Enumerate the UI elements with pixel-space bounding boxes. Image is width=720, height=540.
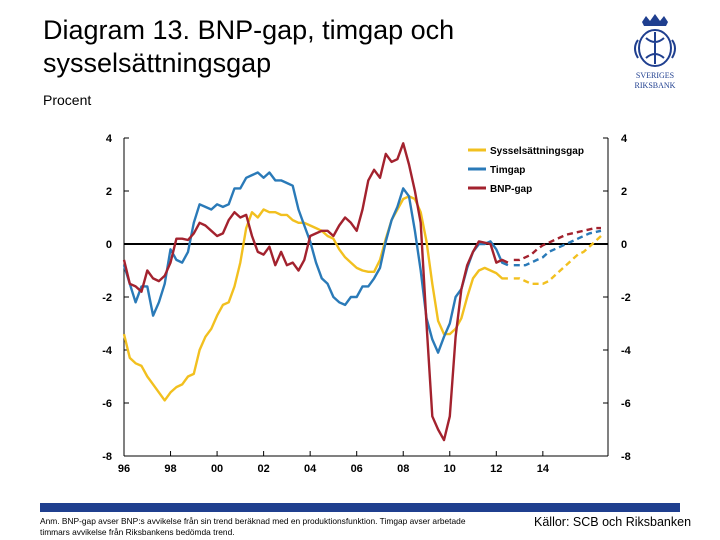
y-tick-label-right: -8 xyxy=(621,451,631,463)
y-tick-label-left: 2 xyxy=(106,186,112,198)
logo-text-line2: RIKSBANK xyxy=(635,81,676,90)
y-tick-label-left: -4 xyxy=(102,345,113,357)
chart-legend: Sysselsättningsgap Timgap BNP-gap xyxy=(468,146,584,195)
x-tick-label: 02 xyxy=(257,463,269,475)
y-tick-label-right: -4 xyxy=(621,345,632,357)
chart-axes: 4 42 20 0-2 -2-4 -4-6 -6-8 -896 98 00 02 04 06 08 10 12… xyxy=(102,133,631,475)
y-tick-label-left: 0 xyxy=(106,239,112,251)
series-line-gdp xyxy=(122,142,509,442)
sources-label: Källor: SCB och Riksbanken xyxy=(534,515,692,529)
y-tick-label-right: 0 xyxy=(621,239,627,251)
x-tick-label: 98 xyxy=(164,463,176,475)
y-tick-label-left: -8 xyxy=(102,451,112,463)
x-tick-label: 96 xyxy=(118,463,130,475)
series-forecast-hours xyxy=(513,229,602,267)
footer-bar xyxy=(40,503,680,512)
unit-label: Procent xyxy=(43,92,92,108)
y-tick-label-right: -6 xyxy=(621,398,631,410)
y-tick-label-left: 4 xyxy=(106,133,113,145)
x-tick-label: 12 xyxy=(490,463,502,475)
chart-series xyxy=(122,142,602,442)
riksbank-logo: SVERIGES RIKSBANK xyxy=(624,12,686,96)
y-tick-label-left: -2 xyxy=(102,292,112,304)
crown-icon xyxy=(642,14,668,26)
footnote: Anm. BNP-gap avser BNP:s avvikelse från … xyxy=(40,516,466,537)
x-tick-label: 14 xyxy=(537,463,550,475)
x-tick-label: 08 xyxy=(397,463,409,475)
legend-label-gdp: BNP-gap xyxy=(490,184,532,195)
y-tick-label-right: 4 xyxy=(621,133,628,145)
x-tick-label: 10 xyxy=(444,463,456,475)
line-chart: 4 42 20 0-2 -2-4 -4-6 -6-8 -896 98 00 02 04 06 08 10 12… xyxy=(102,133,631,475)
series-forecast-employment xyxy=(513,235,602,285)
series-line-employment xyxy=(122,195,508,402)
seal-icon xyxy=(634,29,676,67)
chart-title: Diagram 13. BNP-gap, timgap och sysselsä… xyxy=(43,15,455,78)
x-tick-label: 04 xyxy=(304,463,317,475)
legend-label-employment: Sysselsättningsgap xyxy=(490,146,584,157)
y-tick-label-right: 2 xyxy=(621,186,627,198)
y-tick-label-right: -2 xyxy=(621,292,631,304)
logo-text-line1: SVERIGES xyxy=(636,71,674,80)
x-tick-label: 00 xyxy=(211,463,223,475)
series-line-hours xyxy=(122,171,509,354)
x-tick-label: 06 xyxy=(351,463,363,475)
legend-label-hours: Timgap xyxy=(490,165,525,176)
series-forecast-gdp xyxy=(513,226,601,262)
y-tick-label-left: -6 xyxy=(102,398,112,410)
